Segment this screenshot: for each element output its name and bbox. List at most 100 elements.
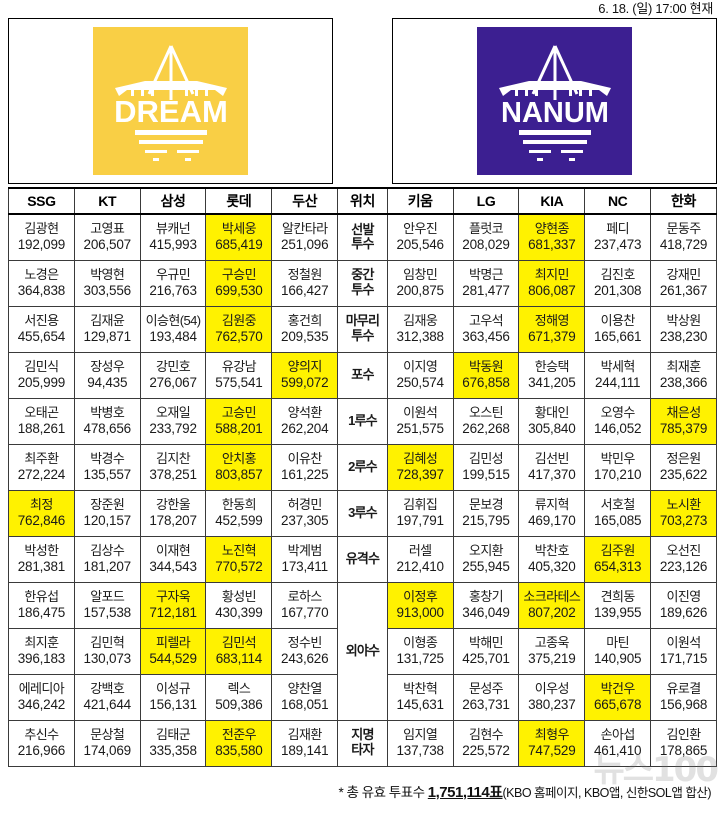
player-votes: 165,661 bbox=[593, 328, 642, 344]
nanum-team-logo-cell: NANUM bbox=[392, 18, 717, 184]
player-cell: 정철원 166,427 bbox=[271, 259, 339, 307]
player-cell: 김민식 205,999 bbox=[8, 351, 75, 399]
player-votes: 363,456 bbox=[462, 328, 510, 344]
player-name: 노경은 bbox=[24, 267, 59, 283]
player-name: 임창민 bbox=[403, 267, 438, 283]
player-votes: 186,475 bbox=[17, 604, 66, 620]
player-votes: 171,715 bbox=[659, 650, 708, 666]
player-votes: 469,170 bbox=[528, 512, 576, 528]
player-cell: 김원중 762,570 bbox=[205, 305, 273, 353]
player-votes: 654,313 bbox=[593, 558, 642, 574]
player-cell: 강민호 276,067 bbox=[139, 351, 207, 399]
player-votes: 305,840 bbox=[528, 420, 576, 436]
player-cell: 손아섭 461,410 bbox=[584, 719, 652, 767]
player-cell: 강재민 261,367 bbox=[650, 259, 717, 307]
dream-logo-text: DREAM bbox=[114, 94, 228, 129]
star-stadium-icon: DREAM bbox=[114, 45, 228, 161]
player-cell: 박계범 173,411 bbox=[271, 535, 339, 583]
player-votes: 312,388 bbox=[396, 328, 444, 344]
player-name: 양석환 bbox=[287, 405, 323, 421]
player-name: 홍건희 bbox=[287, 313, 323, 329]
player-name: 박명근 bbox=[468, 267, 504, 283]
position-label: 1루수 bbox=[337, 397, 388, 445]
player-cell: 고우석 363,456 bbox=[452, 305, 520, 353]
player-cell: 양찬열 168,051 bbox=[271, 673, 339, 721]
player-cell: 고영표 206,507 bbox=[73, 213, 141, 261]
player-votes: 281,381 bbox=[17, 558, 66, 574]
player-votes: 509,386 bbox=[215, 696, 263, 712]
player-cell: 홍건희 209,535 bbox=[271, 305, 339, 353]
player-name: 정은원 bbox=[666, 451, 701, 467]
player-votes: 255,945 bbox=[462, 558, 510, 574]
player-cell: 안치홍 803,857 bbox=[205, 443, 273, 491]
player-votes: 193,484 bbox=[149, 328, 197, 344]
player-cell: 오태곤 188,261 bbox=[8, 397, 75, 445]
footer-note: * 총 유효 투표수 1,751,114표(KBO 홈페이지, KBO앱, 신한… bbox=[8, 781, 717, 802]
player-cell: 허경민 237,305 bbox=[271, 489, 339, 537]
position-label-line: 1루수 bbox=[348, 412, 378, 428]
player-votes: 405,320 bbox=[528, 558, 576, 574]
player-votes: 425,701 bbox=[462, 650, 510, 666]
player-name: 렉스 bbox=[227, 681, 251, 697]
player-votes: 146,052 bbox=[593, 420, 642, 436]
player-name: 우규민 bbox=[156, 267, 191, 283]
column-header-kiwoom: 키움 bbox=[386, 187, 454, 215]
player-votes: 174,069 bbox=[83, 742, 132, 758]
player-name: 오지환 bbox=[468, 543, 504, 559]
player-name: 안우진 bbox=[403, 221, 438, 237]
player-votes: 192,099 bbox=[17, 236, 66, 252]
player-name: 김태군 bbox=[156, 727, 191, 743]
player-cell: 김민성 199,515 bbox=[452, 443, 520, 491]
column-header-nc: NC bbox=[584, 187, 652, 215]
player-cell: 박해민 425,701 bbox=[452, 627, 520, 675]
player-votes: 588,201 bbox=[215, 420, 263, 436]
player-name: 강백호 bbox=[90, 681, 125, 697]
player-cell: 박찬혁 145,631 bbox=[386, 673, 454, 721]
player-cell: 최정 762,846 bbox=[8, 489, 75, 537]
player-name: 김인환 bbox=[666, 727, 701, 743]
player-votes: 130,073 bbox=[83, 650, 132, 666]
player-cell: 고종욱 375,219 bbox=[518, 627, 586, 675]
player-cell: 이재현 344,543 bbox=[139, 535, 207, 583]
player-cell: 한유섭 186,475 bbox=[8, 581, 75, 629]
player-votes: 806,087 bbox=[528, 282, 576, 298]
position-label: 2루수 bbox=[337, 443, 388, 491]
player-name: 김원중 bbox=[221, 313, 257, 329]
player-votes: 170,210 bbox=[593, 466, 642, 482]
player-name: 박동원 bbox=[468, 359, 504, 375]
player-cell: 이진영 189,626 bbox=[650, 581, 717, 629]
position-label-line: 외야수 bbox=[345, 642, 380, 658]
player-votes: 418,729 bbox=[659, 236, 708, 252]
player-name: 전준우 bbox=[221, 727, 257, 743]
total-votes: 1,751,114표 bbox=[427, 783, 503, 801]
dream-logo-tile: DREAM bbox=[93, 27, 248, 175]
player-name: 마틴 bbox=[606, 635, 630, 651]
player-votes: 131,725 bbox=[396, 650, 444, 666]
player-votes: 200,875 bbox=[396, 282, 444, 298]
position-label: 선발 투수 bbox=[337, 213, 388, 261]
player-cell: 전준우 835,580 bbox=[205, 719, 273, 767]
player-name: 이형종 bbox=[403, 635, 438, 651]
player-name: 노진혁 bbox=[221, 543, 257, 559]
column-header-lg: LG bbox=[452, 187, 520, 215]
player-cell: 마틴 140,905 bbox=[584, 627, 652, 675]
player-votes: 396,183 bbox=[17, 650, 66, 666]
player-name: 박경수 bbox=[90, 451, 125, 467]
position-label-line: 유격수 bbox=[345, 550, 380, 566]
logo-band: DREAM bbox=[8, 18, 717, 184]
player-name: 박상원 bbox=[666, 313, 701, 329]
player-name: 서진용 bbox=[24, 313, 59, 329]
player-cell: 최형우 747,529 bbox=[518, 719, 586, 767]
player-name: 박영현 bbox=[90, 267, 125, 283]
position-label-line: 타자 bbox=[351, 742, 374, 757]
player-votes: 835,580 bbox=[215, 742, 263, 758]
position-label-line: 중간 bbox=[351, 267, 374, 283]
player-cell: 오영수 146,052 bbox=[584, 397, 652, 445]
table-header: SSG KT 삼성 롯데 두산 위치 키움 LG KIA NC 한화 bbox=[8, 187, 717, 215]
nanum-logo-tile: NANUM bbox=[477, 27, 632, 175]
player-votes: 205,546 bbox=[396, 236, 444, 252]
player-votes: 262,268 bbox=[462, 420, 510, 436]
player-votes: 178,207 bbox=[149, 512, 197, 528]
player-cell: 이정후 913,000 bbox=[386, 581, 454, 629]
player-name: 알포드 bbox=[90, 589, 125, 605]
